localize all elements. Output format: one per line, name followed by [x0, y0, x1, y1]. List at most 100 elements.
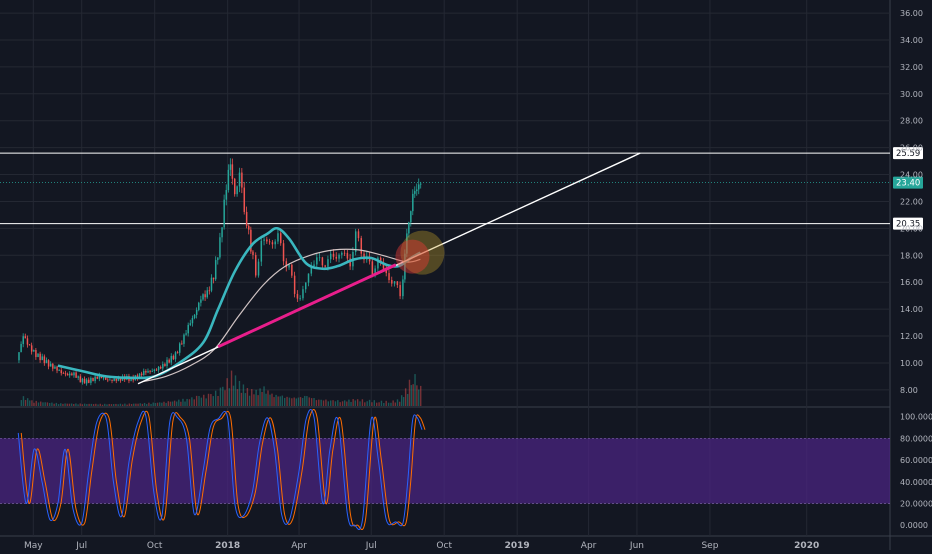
candle-body: [231, 164, 234, 179]
trendline-group[interactable]: [137, 152, 641, 385]
volume-bar: [253, 394, 255, 406]
volume-bar: [167, 401, 169, 406]
candle-body: [420, 183, 422, 185]
price-axis-label: 26.00: [900, 144, 923, 153]
breakout-highlight-outer-circle: [400, 230, 445, 275]
candle-body: [391, 280, 393, 284]
candle-body: [200, 299, 202, 303]
candle-body: [18, 352, 20, 361]
candle-body: [183, 334, 185, 344]
candle-body: [374, 268, 376, 274]
candle-body: [416, 189, 418, 192]
candle-body: [346, 252, 349, 259]
volume-bar: [75, 403, 77, 406]
candle-body: [138, 373, 141, 379]
volume-bar: [219, 387, 222, 406]
horizontal-levels[interactable]: 25.59 20.35 23.40: [0, 147, 923, 230]
candle-body: [282, 243, 285, 262]
candle-body: [382, 262, 385, 269]
volume-bar: [110, 404, 113, 406]
time-axis-label: Apr: [581, 541, 597, 550]
candle-body: [393, 281, 396, 284]
volume-bar: [83, 403, 86, 406]
volume-bar: [64, 403, 66, 406]
candle-body: [104, 377, 107, 380]
candle-body: [406, 233, 408, 254]
volume-bar: [182, 398, 184, 406]
volume-bars: [20, 370, 422, 406]
candle-body: [81, 378, 84, 383]
stochastic-lines: [17, 409, 426, 530]
volume-bar: [143, 402, 146, 406]
volume-bar: [265, 393, 267, 406]
candle-body: [418, 184, 420, 190]
volume-bar: [269, 394, 271, 406]
volume-bar: [200, 397, 203, 406]
candle-body: [304, 282, 307, 290]
volume-bar: [242, 384, 245, 406]
volume-bar: [22, 396, 25, 406]
candle-body: [115, 378, 118, 381]
candle-body: [56, 366, 58, 371]
highlighted-trendline-segment[interactable]: [217, 263, 397, 349]
volume-bar: [396, 399, 399, 406]
volume-bar: [53, 403, 55, 406]
price-axis-label: 20.00: [900, 224, 923, 233]
candle-body: [83, 378, 86, 384]
volume-bar: [68, 403, 71, 406]
candle-body: [379, 257, 382, 263]
volume-bar: [180, 401, 182, 406]
candle-body: [37, 353, 39, 358]
candle-body: [260, 240, 263, 262]
volume-bar: [378, 402, 380, 406]
volume-bar: [186, 398, 188, 406]
candle-body: [179, 343, 181, 353]
volume-bar: [238, 380, 241, 406]
volume-bar: [217, 395, 219, 406]
volume-bar: [156, 402, 159, 406]
volume-bar: [375, 402, 378, 406]
volume-bar: [387, 402, 390, 406]
volume-bar: [184, 401, 186, 406]
volume-bar: [410, 385, 413, 406]
candle-body: [159, 366, 162, 369]
last-price-tag: [893, 176, 923, 189]
volume-bar: [154, 403, 157, 406]
volume-bar: [350, 401, 352, 406]
volume-bar: [171, 401, 174, 406]
volume-bar: [301, 397, 304, 406]
volume-bar: [310, 398, 313, 406]
volume-bar: [295, 398, 298, 406]
candle-body: [45, 360, 48, 364]
candle-body: [172, 355, 175, 360]
volume-bar: [97, 404, 99, 406]
price-axis-label: 14.00: [900, 305, 923, 314]
candle-body: [181, 343, 183, 345]
candle-body: [41, 356, 44, 361]
candle-body: [257, 261, 260, 276]
volume-bar: [119, 403, 122, 406]
level-price-label: 25.59: [896, 149, 920, 159]
price-axis-label: 32.00: [900, 63, 923, 72]
candle-body: [354, 231, 357, 252]
candle-body: [109, 379, 111, 381]
volume-bar: [203, 394, 205, 406]
candle-body: [176, 352, 179, 354]
volume-bar: [390, 402, 392, 406]
candle-body: [60, 370, 63, 374]
time-axis-label: Apr: [291, 541, 307, 550]
candle-body: [404, 253, 406, 280]
volume-bar: [77, 404, 79, 406]
candle-body: [234, 178, 236, 195]
volume-bar: [232, 385, 235, 406]
volume-bar: [343, 400, 346, 406]
volume-bar: [394, 402, 397, 406]
volume-bar: [346, 401, 348, 406]
volume-bar: [158, 402, 161, 406]
candle-body: [212, 277, 215, 280]
volume-bar: [320, 399, 322, 406]
volume-bar: [121, 404, 124, 406]
volume-bar: [62, 403, 64, 406]
